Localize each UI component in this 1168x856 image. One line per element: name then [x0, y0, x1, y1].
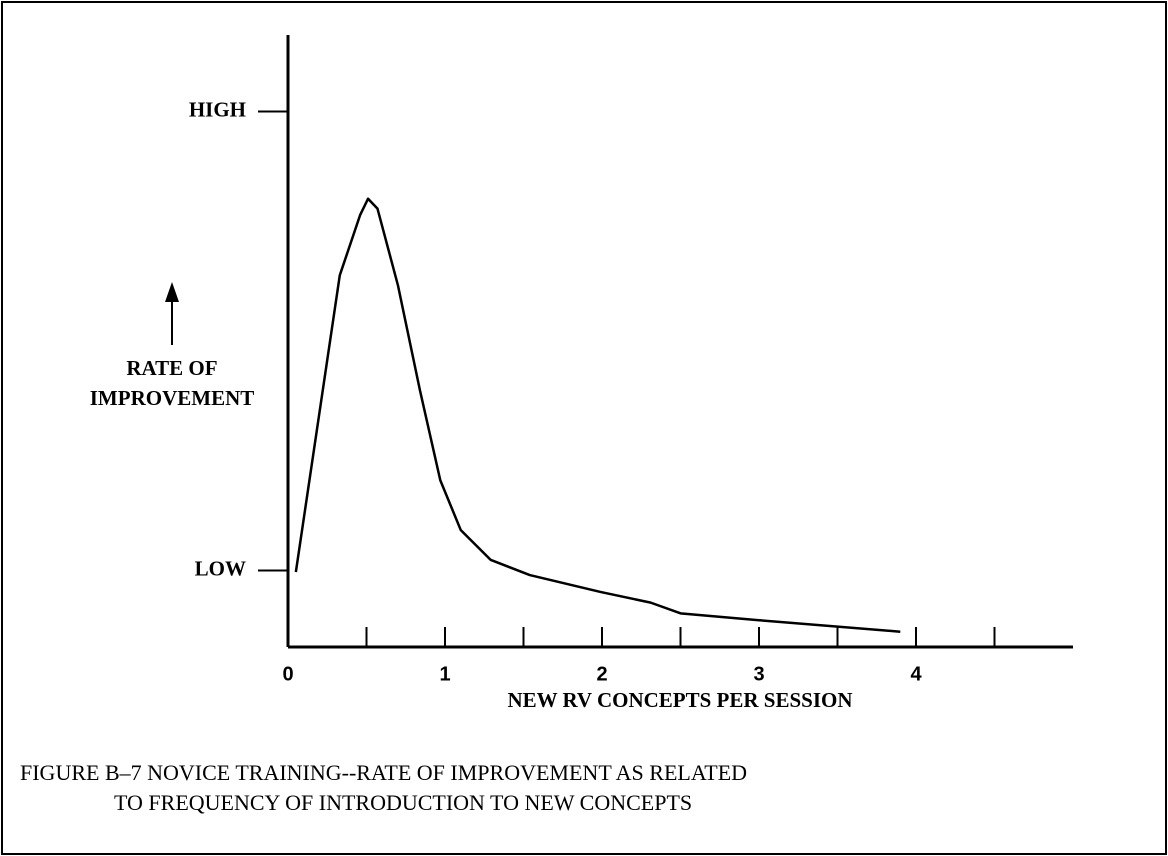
- arrow-head: [165, 282, 179, 302]
- y-axis-label: IMPROVEMENT: [90, 386, 255, 410]
- caption: TO FREQUENCY OF INTRODUCTION TO NEW CONC…: [114, 790, 692, 815]
- y-axis-label: RATE OF: [126, 356, 217, 380]
- y-tick-label: LOW: [195, 556, 246, 580]
- line: [294, 197, 901, 633]
- x-tick-label: 3: [753, 663, 764, 685]
- x-tick-label: 4: [910, 663, 922, 685]
- x-tick-label: 0: [282, 663, 293, 685]
- x-axis-label: NEW RV CONCEPTS PER SESSION: [507, 688, 852, 712]
- y-tick-label: HIGH: [189, 97, 246, 121]
- caption: FIGURE B–7 NOVICE TRAINING--RATE OF IMPR…: [20, 760, 747, 785]
- x-tick-label: 1: [439, 663, 450, 685]
- x-tick-label: 2: [596, 663, 607, 685]
